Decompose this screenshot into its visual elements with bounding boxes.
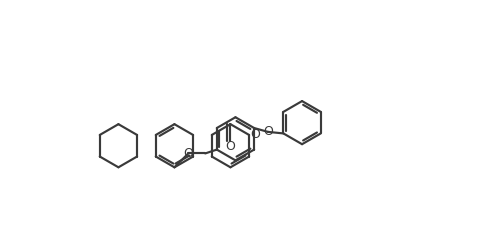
Text: O: O [226,140,236,153]
Text: O: O [263,125,273,138]
Text: O: O [183,147,193,160]
Text: O: O [250,129,260,141]
